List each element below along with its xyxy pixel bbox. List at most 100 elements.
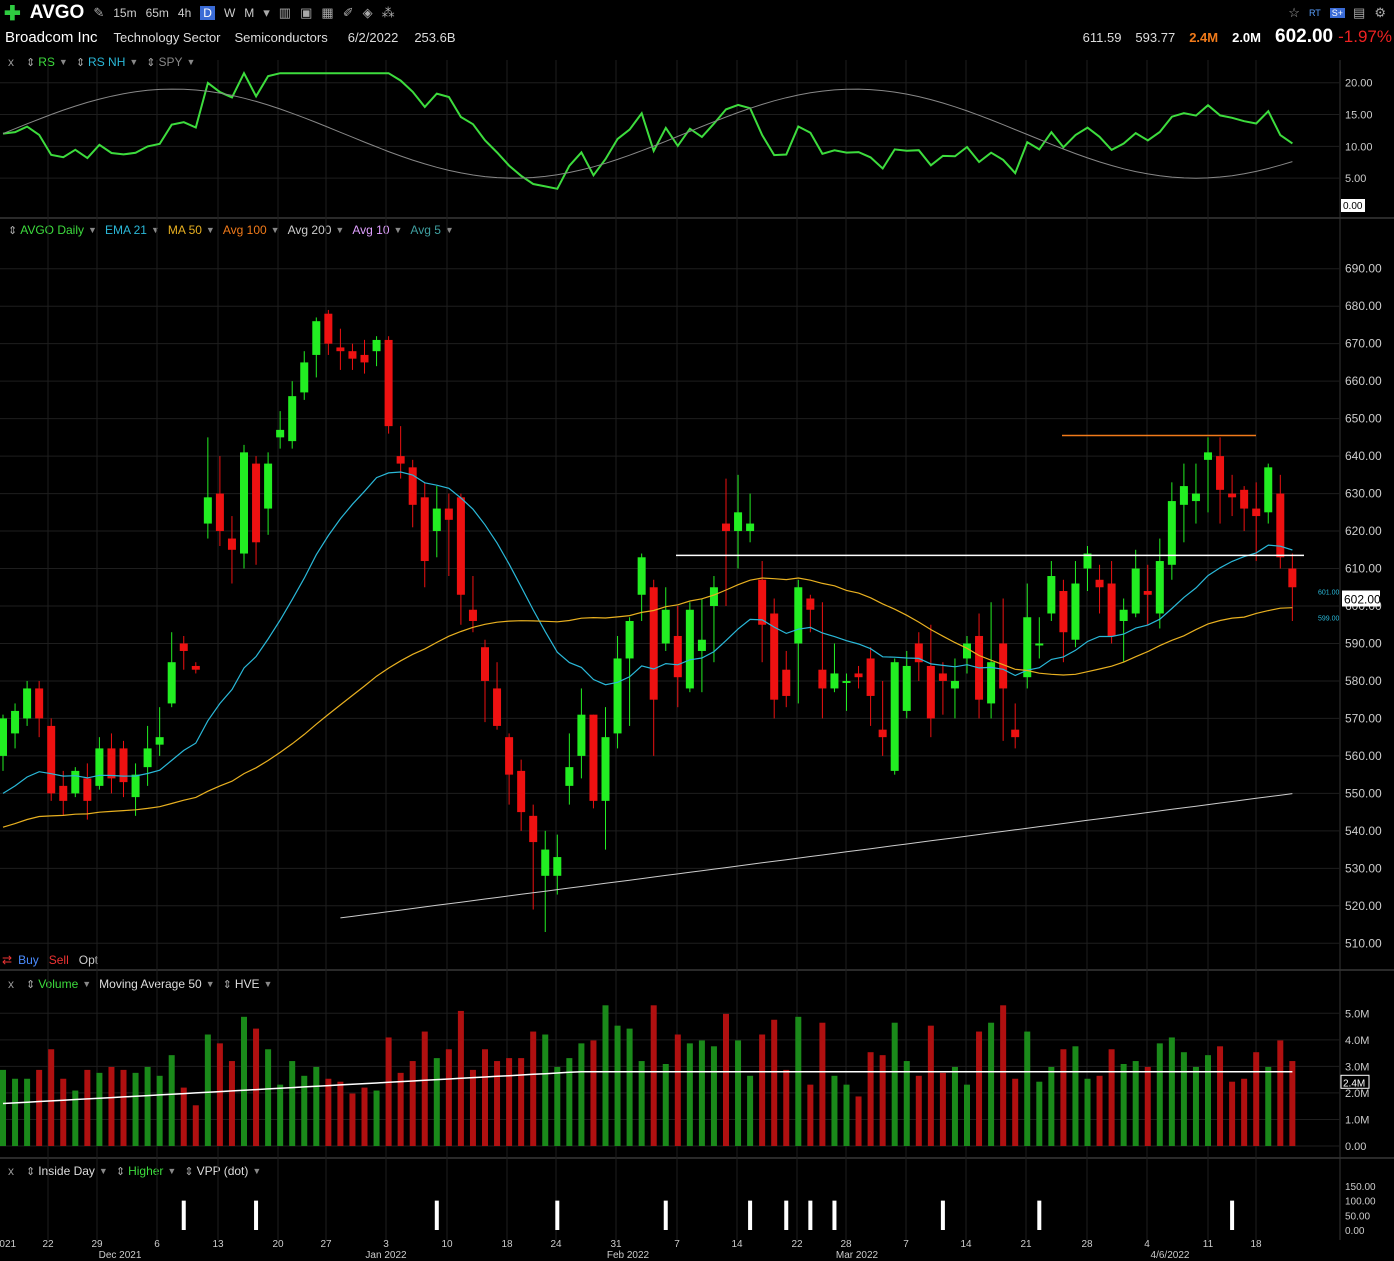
volume-bar <box>542 1034 549 1146</box>
candle-body <box>1143 591 1152 595</box>
tf-monthly[interactable]: M <box>244 6 255 20</box>
avg10-label[interactable]: Avg 10 <box>352 223 390 237</box>
tf-15m[interactable]: 15m <box>113 6 137 20</box>
tf-4h[interactable]: 4h <box>177 6 192 20</box>
volume-close-icon[interactable]: x <box>8 977 14 991</box>
pattern-close-icon[interactable]: x <box>8 1164 14 1178</box>
tf-daily[interactable]: D <box>200 6 215 20</box>
chevron-down-icon[interactable]: ▼ <box>444 225 454 235</box>
avg100-label[interactable]: Avg 100 <box>222 223 267 237</box>
volume-bar <box>397 1072 404 1146</box>
chevron-down-icon[interactable]: ▼ <box>252 1166 262 1176</box>
chevron-down-icon[interactable]: ▼ <box>58 57 68 67</box>
price-tick-label: 650.00 <box>1345 412 1382 426</box>
candle-body <box>1095 579 1104 588</box>
updown-icon[interactable]: ⇕ <box>8 224 18 237</box>
volume-tick-label: 1.0M <box>1345 1114 1369 1126</box>
x-axis-label: Feb 2022 <box>607 1250 650 1261</box>
chevron-down-icon[interactable]: ▼ <box>98 1166 108 1176</box>
updown-icon[interactable]: ⇕ <box>184 1165 194 1178</box>
x-axis-label: 22 <box>42 1239 54 1250</box>
tf-65m[interactable]: 65m <box>145 6 169 20</box>
chevron-down-icon[interactable]: ▼ <box>205 979 215 989</box>
avg200-label[interactable]: Avg 200 <box>287 223 332 237</box>
tt-icon[interactable]: ▣ <box>300 5 313 20</box>
updown-icon[interactable]: ⇕ <box>26 978 36 991</box>
ema21-label[interactable]: EMA 21 <box>104 223 147 237</box>
chevron-down-icon[interactable]: ▼ <box>205 225 215 235</box>
rs-last-value: 0.00 <box>1343 201 1363 212</box>
add-symbol-icon[interactable]: ✚ <box>4 2 21 25</box>
opt-button[interactable]: Opt <box>78 953 99 967</box>
avg5-label[interactable]: Avg 5 <box>410 223 441 237</box>
chevron-down-icon[interactable]: ▼ <box>270 225 280 235</box>
updown-icon[interactable]: ⇕ <box>146 56 156 69</box>
chevron-down-icon[interactable]: ▼ <box>186 57 196 67</box>
price-tick-label: 570.00 <box>1345 711 1382 725</box>
volume-bar <box>939 1072 946 1146</box>
print-icon[interactable]: ▤ <box>1353 5 1366 20</box>
info-row: Broadcom Inc Technology Sector Semicondu… <box>5 26 470 48</box>
hve-label[interactable]: HVE <box>234 977 260 991</box>
volume-bar <box>12 1078 19 1146</box>
pencil-icon[interactable]: ✐ <box>342 5 354 20</box>
chevron-down-icon[interactable]: ▼ <box>263 979 273 989</box>
rs-tick-label: 5.00 <box>1345 173 1366 185</box>
layers-icon[interactable]: ◈ <box>362 5 373 20</box>
chevron-down-icon[interactable]: ▼ <box>88 225 97 235</box>
s-plus-badge[interactable]: S+ <box>1329 8 1346 18</box>
ma50-label[interactable]: MA 50 <box>167 223 202 237</box>
dropdown-icon[interactable]: ▾ <box>263 5 270 20</box>
inside-day-label[interactable]: Inside Day <box>38 1164 95 1178</box>
rs-close-icon[interactable]: x <box>8 55 14 69</box>
chevron-down-icon[interactable]: ▼ <box>393 225 403 235</box>
candle-body <box>938 673 947 681</box>
chevron-down-icon[interactable]: ▼ <box>335 225 345 235</box>
bar-chart-icon[interactable]: ▥ <box>278 5 292 20</box>
volume-bar <box>409 1061 416 1146</box>
ma50-volume-label[interactable]: Moving Average 50 <box>99 977 202 991</box>
volume-bar <box>337 1081 344 1146</box>
chevron-down-icon[interactable]: ▼ <box>82 979 92 989</box>
rt-badge[interactable]: RT <box>1308 8 1321 18</box>
volume-bar <box>1096 1075 1103 1146</box>
chevron-down-icon[interactable]: ▼ <box>129 57 139 67</box>
rs-tick-label: 20.00 <box>1345 78 1373 90</box>
candle-body <box>119 748 128 783</box>
x-axis-label: 7 <box>674 1239 680 1250</box>
calculator-icon[interactable]: ▦ <box>321 5 334 20</box>
symbol[interactable]: AVGO <box>29 2 85 23</box>
updown-icon[interactable]: ⇕ <box>26 56 36 69</box>
vpp-label[interactable]: VPP (dot) <box>196 1164 249 1178</box>
volume-panel-labels: x ⇕ Volume ▼ Moving Average 50 ▼ ⇕ HVE ▼ <box>8 976 280 992</box>
settings-icon[interactable]: ⚙ <box>1374 5 1386 20</box>
higher-label[interactable]: Higher <box>128 1164 164 1178</box>
chevron-down-icon[interactable]: ▼ <box>167 1166 177 1176</box>
updown-icon[interactable]: ⇕ <box>222 978 232 991</box>
candle-body <box>1035 643 1044 646</box>
updown-icon[interactable]: ⇕ <box>115 1165 126 1178</box>
rs-label[interactable]: RS <box>38 55 55 69</box>
volume-tick-label: 0.00 <box>1345 1141 1366 1153</box>
updown-icon[interactable]: ⇕ <box>75 56 86 69</box>
tf-weekly[interactable]: W <box>223 6 236 20</box>
symbol-daily-label[interactable]: AVGO Daily <box>20 223 85 237</box>
volume-bar <box>265 1049 272 1146</box>
volume-bar <box>891 1022 898 1146</box>
candle-body <box>336 347 345 352</box>
volume-bar <box>807 1084 814 1146</box>
sell-button[interactable]: Sell <box>48 953 69 967</box>
buy-button[interactable]: Buy <box>18 953 39 967</box>
chevron-down-icon[interactable]: ▼ <box>150 225 160 235</box>
candle-body <box>1288 568 1297 588</box>
candle-body <box>577 714 586 756</box>
rs-line <box>2 70 1293 190</box>
updown-icon[interactable]: ⇕ <box>26 1165 36 1178</box>
star-icon[interactable]: ☆ <box>1288 5 1300 20</box>
trade-icon[interactable]: ⇄ <box>2 953 13 967</box>
spy-label[interactable]: SPY <box>158 55 183 69</box>
edit-icon[interactable]: ✎ <box>93 5 105 20</box>
sector: Technology Sector <box>113 29 221 45</box>
share-icon[interactable]: ⁂ <box>381 5 395 20</box>
